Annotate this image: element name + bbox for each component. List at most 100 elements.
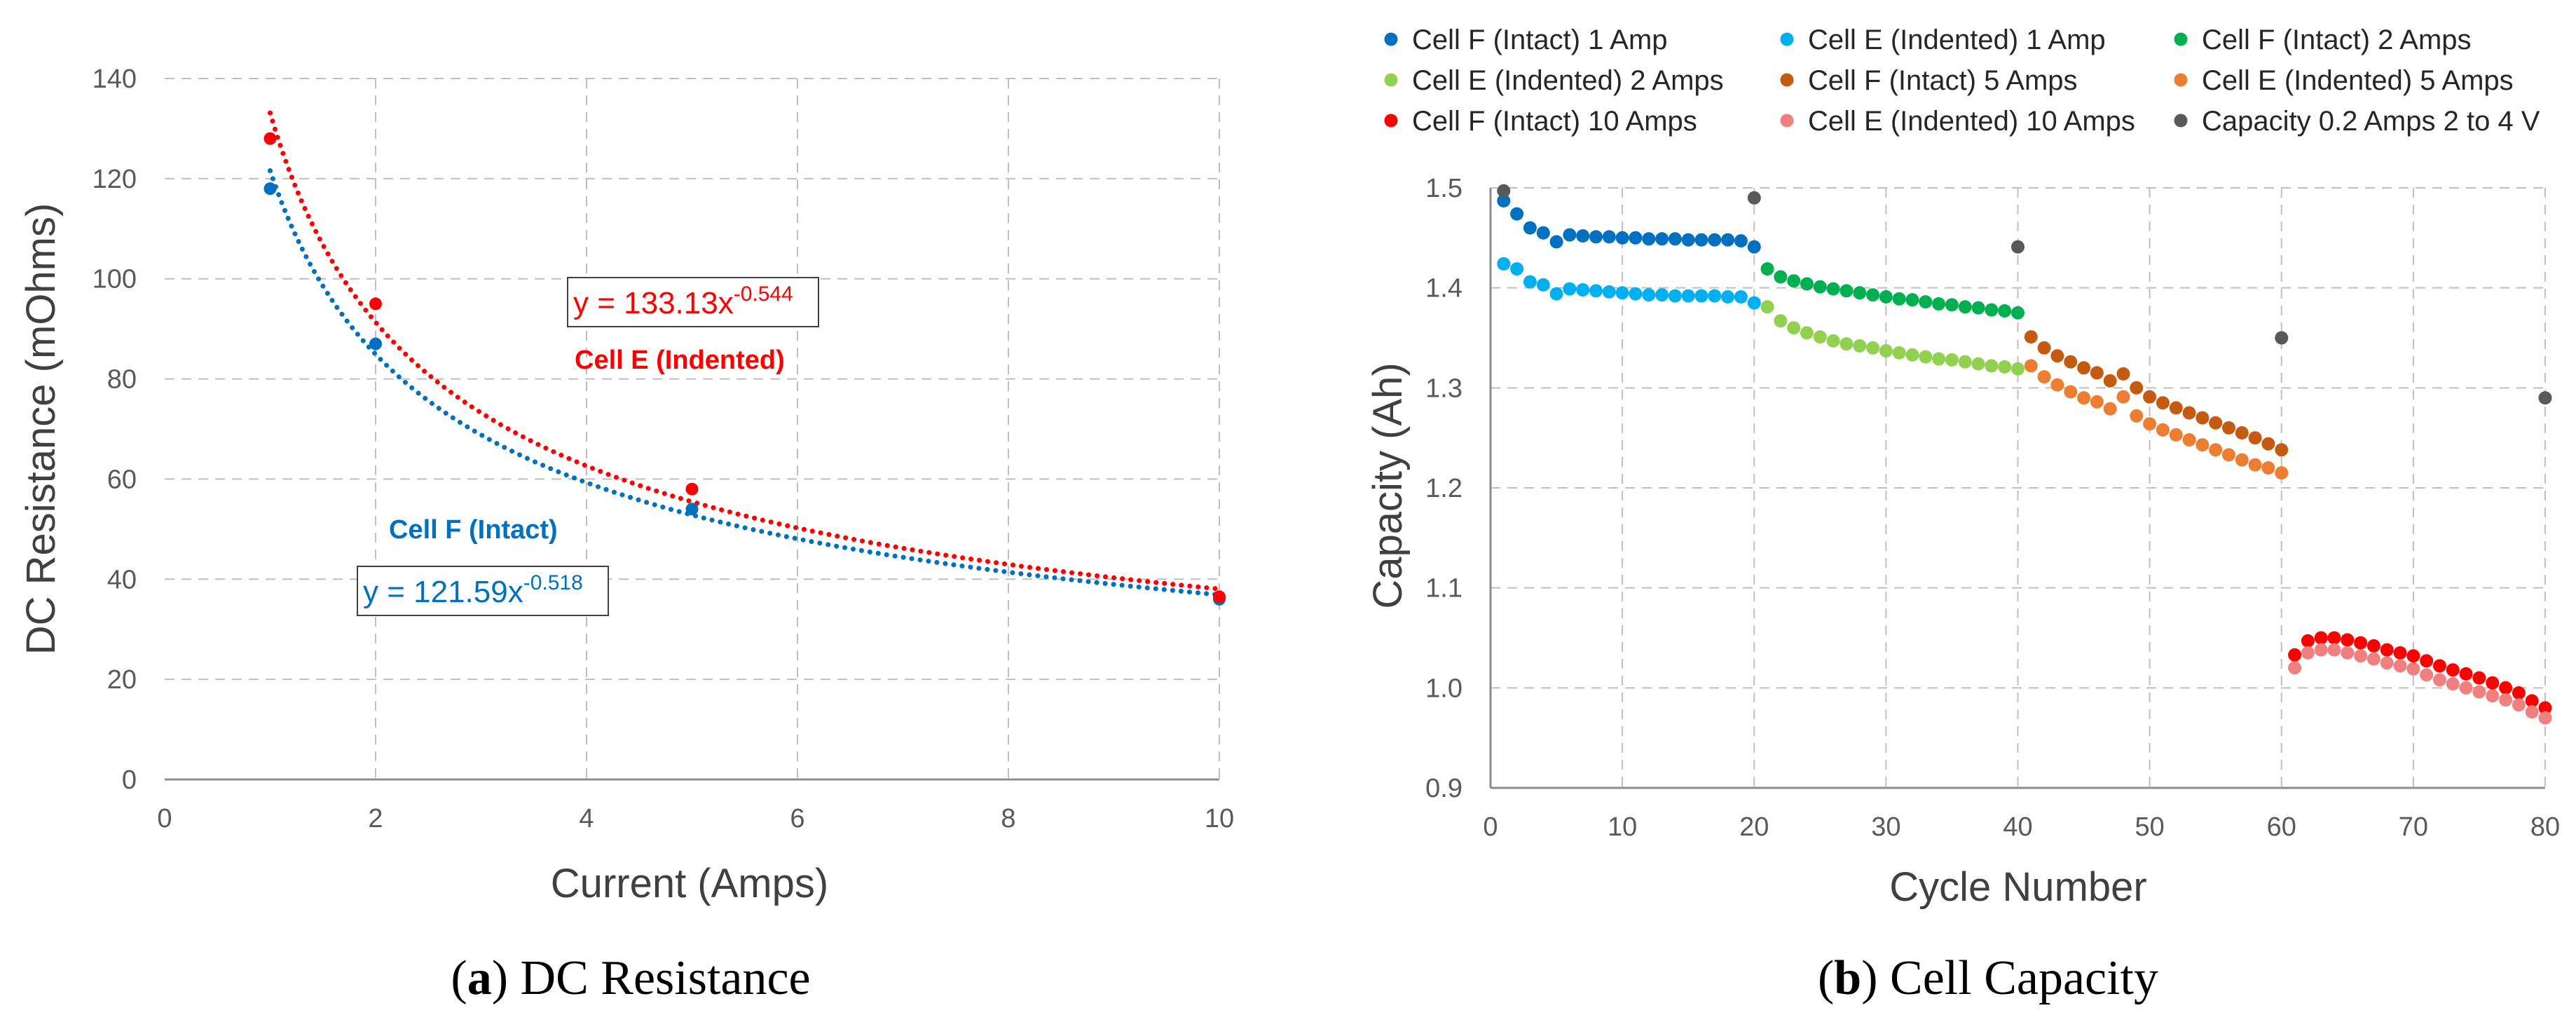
data-point-b-s6	[2433, 659, 2446, 673]
label-cell-e: Cell E (Indented)	[575, 346, 785, 375]
data-point-b-s1	[1655, 288, 1669, 302]
data-point-b-s0	[1602, 230, 1616, 244]
data-point-b-s5	[2130, 409, 2144, 423]
data-point-b-s2	[1787, 274, 1801, 288]
data-point-b-s4	[2195, 411, 2210, 425]
data-point-b-s7	[2327, 643, 2341, 657]
data-point-b-s6	[2406, 649, 2420, 663]
data-point-b-s2	[1932, 297, 1946, 311]
grid-b	[1489, 187, 2546, 789]
data-point-b-s5	[2209, 443, 2223, 457]
data-point-b-s3	[1971, 357, 1985, 371]
data-point-b-s2	[1800, 277, 1814, 291]
data-point-b-s1	[1549, 287, 1563, 301]
data-point-b-s1	[1615, 286, 1629, 300]
y-axis-title-a: DC Resistance (mOhms)	[18, 203, 64, 655]
data-point-b-s4	[2156, 396, 2170, 410]
y-tick-label: 100	[93, 265, 137, 294]
data-point-b-s4	[2182, 406, 2196, 420]
data-point-b-s3	[1919, 350, 1933, 364]
data-point-b-s3	[1839, 337, 1854, 351]
legend-b: Cell F (Intact) 1 Amp Cell E (Indented) 1…	[1384, 25, 2540, 137]
data-point-b-s5	[2143, 417, 2157, 431]
data-point-b-s3	[1932, 352, 1946, 366]
data-point-b-s3	[2011, 362, 2025, 376]
legend-marker	[1780, 73, 1794, 87]
y-tick-label: 40	[107, 565, 137, 594]
data-point-b-s8	[2538, 391, 2552, 405]
equation-blue: y = 121.59x-0.518	[363, 571, 583, 609]
data-point-b-s2	[1853, 286, 1867, 300]
data-point-b-s2	[1985, 303, 1999, 317]
data-point-a-s0	[369, 337, 382, 350]
data-point-b-s6	[2420, 654, 2434, 668]
legend-entry: Capacity 0.2 Amps 2 to 4 V	[2174, 106, 2540, 137]
x-tick-label: 70	[2399, 812, 2428, 842]
y-tick-label: 140	[93, 64, 137, 94]
equation-box-red	[567, 277, 819, 327]
data-point-b-s0	[1721, 233, 1735, 247]
data-point-b-s5	[2195, 438, 2210, 452]
y-tick-label: 20	[107, 665, 137, 695]
data-point-b-s1	[1497, 257, 1511, 271]
data-point-b-s3	[1985, 359, 1999, 373]
legend-marker	[1780, 32, 1794, 46]
legend-label: Cell F (Intact) 10 Amps	[1412, 106, 1697, 137]
data-point-b-s6	[2472, 671, 2486, 685]
data-point-b-s8	[2011, 240, 2025, 254]
data-point-b-s1	[1668, 289, 1682, 303]
data-point-b-s3	[1774, 314, 1788, 328]
data-point-b-s6	[2538, 701, 2552, 715]
data-point-b-s7	[2433, 673, 2446, 687]
data-point-b-s1	[1642, 288, 1656, 302]
data-point-b-s4	[2261, 437, 2275, 451]
data-point-a-s1	[1213, 590, 1226, 604]
data-point-b-s0	[1563, 228, 1577, 242]
equation-box-blue	[357, 566, 609, 616]
data-point-b-s5	[2275, 466, 2289, 480]
data-point-b-s5	[2182, 433, 2196, 447]
data-point-b-s4	[2077, 361, 2091, 375]
data-point-b-s6	[2380, 643, 2394, 657]
points-b	[1497, 184, 2552, 725]
data-point-b-s0	[1681, 233, 1695, 247]
data-point-b-s5	[2235, 453, 2249, 467]
legend-label: Cell F (Intact) 5 Amps	[1808, 65, 2078, 96]
data-point-b-s6	[2354, 636, 2368, 650]
data-point-b-s0	[1734, 234, 1748, 248]
x-tick-label: 20	[1739, 812, 1769, 842]
data-point-b-s7	[2512, 698, 2526, 712]
data-point-b-s5	[2090, 395, 2104, 409]
data-point-b-s7	[2459, 681, 2473, 695]
data-point-b-s5	[2103, 402, 2117, 416]
data-point-b-s1	[1602, 285, 1616, 299]
x-tick-label: 60	[2267, 812, 2296, 842]
x-tick-label: 0	[157, 804, 172, 833]
data-point-b-s7	[2288, 661, 2302, 675]
data-point-b-s3	[1813, 330, 1827, 344]
data-point-b-s6	[2512, 686, 2526, 700]
data-point-b-s4	[2103, 374, 2117, 388]
data-point-b-s3	[1892, 346, 1906, 360]
data-point-b-s2	[1892, 292, 1906, 306]
data-point-b-s6	[2288, 648, 2302, 662]
data-point-b-s7	[2393, 659, 2407, 673]
data-point-b-s0	[1747, 240, 1761, 254]
legend-entry: Cell E (Indented) 10 Amps	[1780, 106, 2135, 137]
data-point-b-s6	[2341, 633, 2355, 647]
data-point-b-s1	[1589, 284, 1603, 298]
y-tick-label: 60	[107, 465, 137, 494]
data-point-b-s5	[2077, 391, 2091, 405]
x-axis-title-a: Current (Amps)	[551, 861, 828, 906]
data-point-a-s1	[685, 482, 699, 496]
legend-entry: Cell E (Indented) 2 Amps	[1384, 65, 1724, 96]
data-point-b-s7	[2446, 677, 2460, 691]
y-tick-label: 1.1	[1425, 574, 1462, 604]
data-point-b-s1	[1694, 289, 1708, 303]
data-point-b-s4	[2090, 366, 2104, 380]
y-tick-label: 80	[107, 365, 137, 395]
data-point-b-s5	[2169, 428, 2183, 442]
legend-entry: Cell E (Indented) 5 Amps	[2174, 65, 2514, 96]
data-point-b-s7	[2472, 685, 2486, 699]
x-tick-label: 8	[1001, 804, 1015, 833]
